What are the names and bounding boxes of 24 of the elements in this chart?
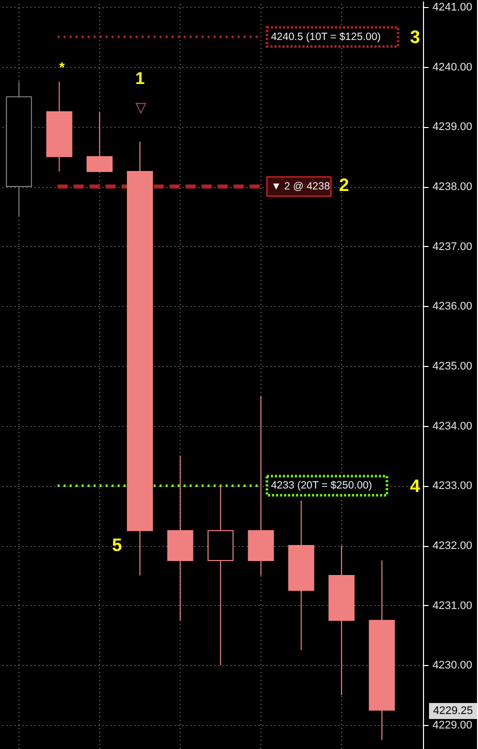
annotation: 4 — [410, 476, 420, 496]
y-tick-label: 4238.00 — [432, 181, 472, 194]
y-tick-label: 4234.00 — [432, 420, 472, 432]
y-tick-label: 4239.00 — [432, 121, 472, 134]
y-tick-label: 4230.00 — [432, 660, 472, 672]
annotation: * — [59, 59, 66, 75]
annotation: 3 — [410, 27, 420, 47]
y-tick-label: 4229.00 — [432, 720, 472, 732]
y-tick-label: 4233.00 — [432, 480, 472, 492]
annotation: 5 — [112, 535, 122, 555]
annotation: ▽ — [136, 99, 146, 115]
ref-line-label: 4240.5 (10T = $125.00) — [270, 30, 381, 43]
ref-line-label: 4233 (20T = $250.00) — [270, 480, 372, 492]
y-tick-label: 4235.00 — [432, 360, 472, 373]
y-tick-label: 4232.00 — [432, 540, 472, 552]
ref-line-label: ▼ 2 @ 4238 — [270, 180, 330, 193]
annotation: 1 — [135, 69, 145, 88]
y-tick-label: 4237.00 — [432, 240, 472, 253]
y-tick-label: 4236.00 — [432, 300, 472, 313]
y-tick-label: 4231.00 — [432, 600, 472, 612]
y-tick-label: 4241.00 — [432, 1, 472, 14]
text: 4229.25 — [433, 705, 473, 717]
annotation: 2 — [338, 175, 350, 195]
y-tick-label: 4240.00 — [432, 61, 472, 74]
